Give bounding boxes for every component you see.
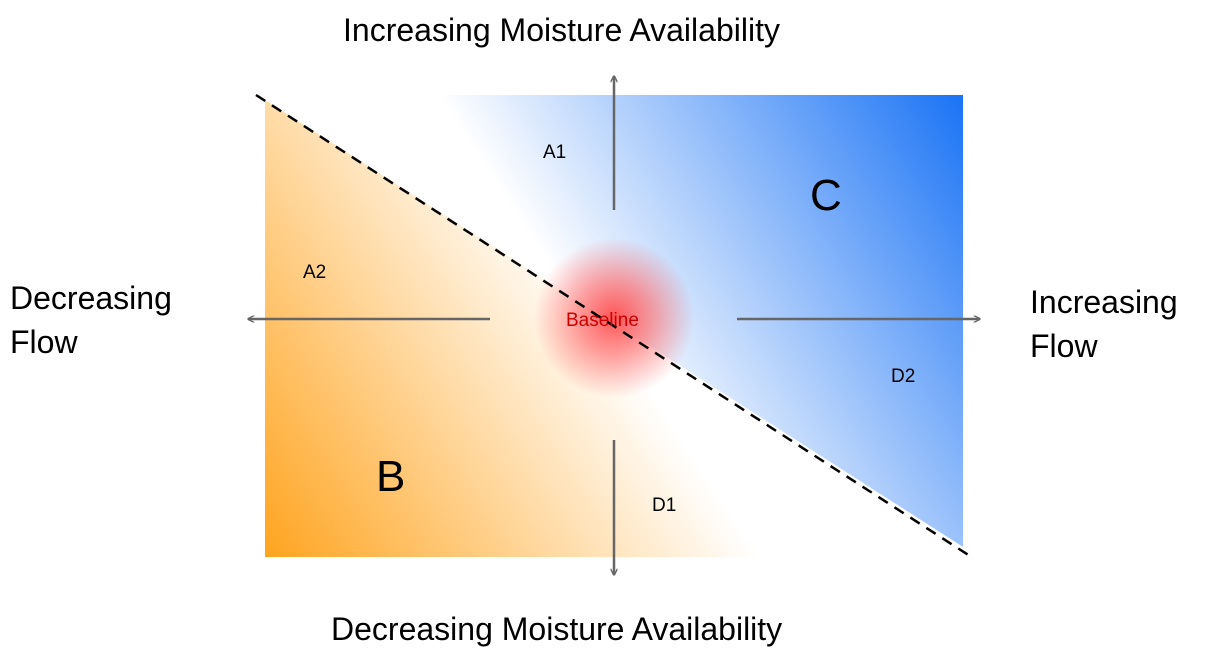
dashed-divider-line [255, 93, 974, 560]
region-label-b: B [376, 452, 406, 501]
label-a1: A1 [543, 142, 567, 163]
top-axis-label: Increasing Moisture Availability [343, 12, 780, 48]
region-label-c: C [810, 171, 842, 220]
baseline-glow [534, 238, 694, 398]
label-a2: A2 [303, 262, 327, 283]
right-axis-label: Increasing Flow [1030, 284, 1178, 364]
label-d1: D1 [652, 495, 677, 516]
label-d2: D2 [891, 366, 916, 387]
bottom-axis-label: Decreasing Moisture Availability [331, 611, 783, 647]
left-axis-label: Decreasing Flow [10, 280, 172, 360]
baseline-label: Baseline [566, 310, 639, 331]
